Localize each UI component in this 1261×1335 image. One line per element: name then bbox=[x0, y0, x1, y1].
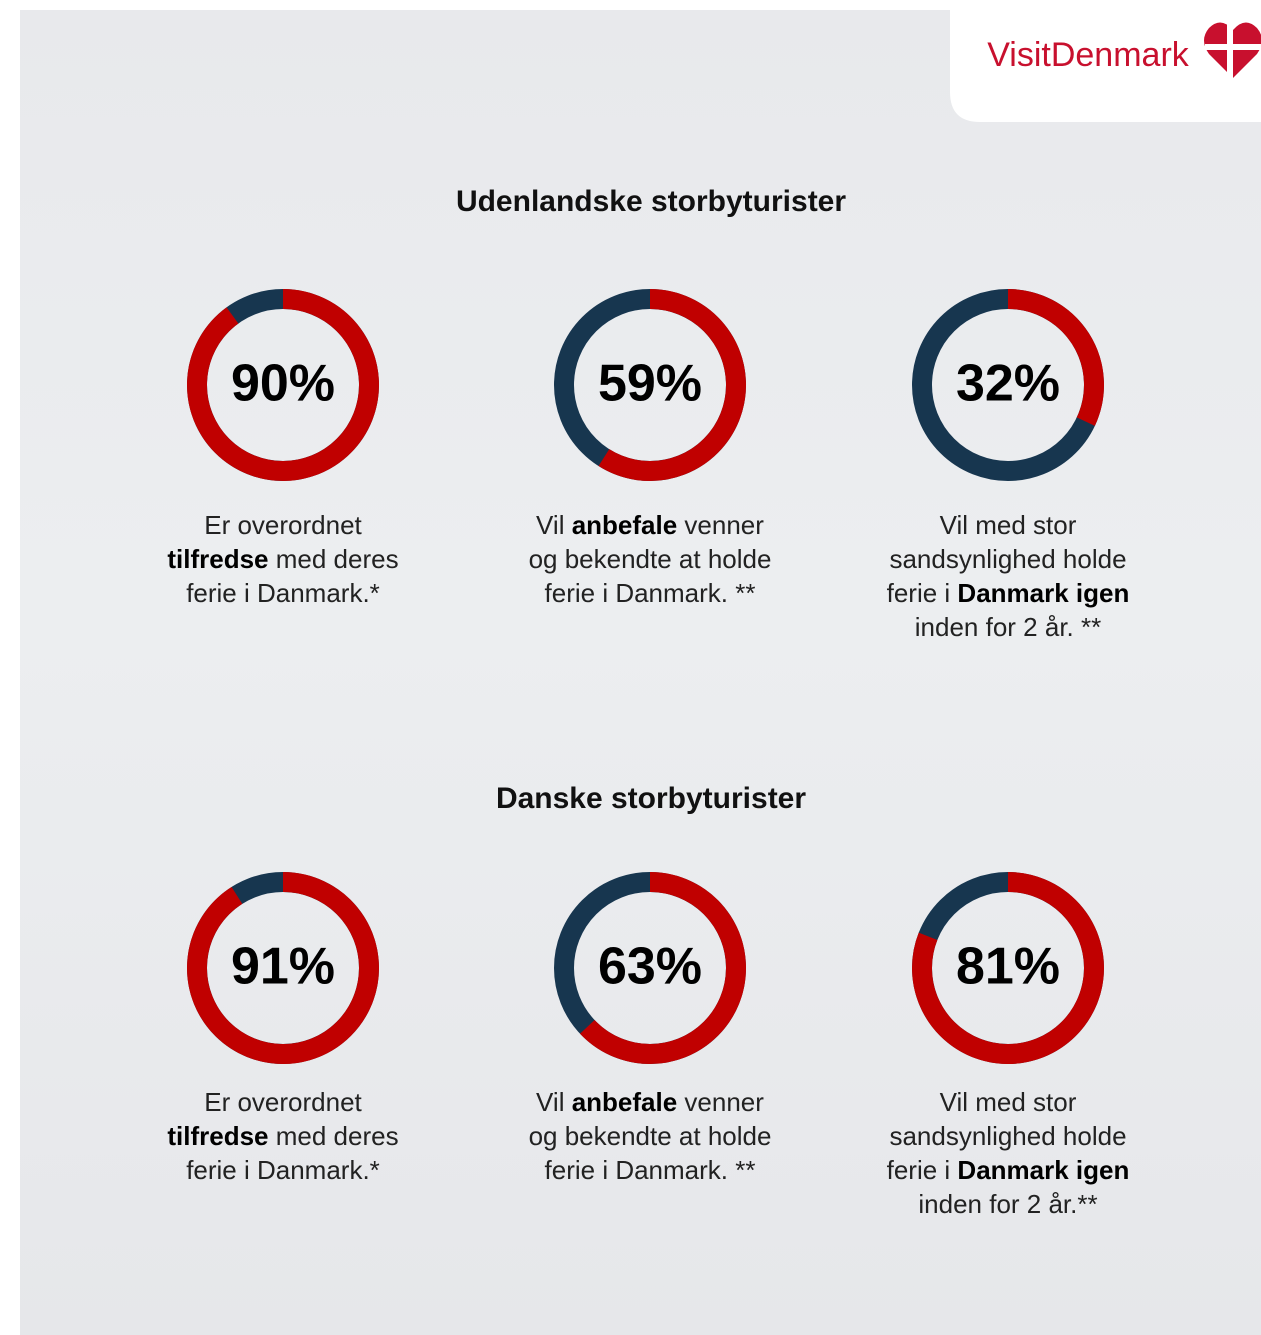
caption: Vil anbefale venner og bekendte at holde… bbox=[520, 508, 780, 610]
caption: Er overordnet tilfredse med deres ferie … bbox=[153, 508, 413, 610]
caption-bold: anbefale bbox=[572, 510, 678, 540]
caption-text: inden for 2 år.** bbox=[918, 1189, 1097, 1219]
section-title: Udenlandske storbyturister bbox=[456, 185, 846, 218]
section-title: Danske storbyturister bbox=[496, 782, 806, 815]
caption: Vil med stor sandsynlighed holde ferie i… bbox=[878, 1085, 1138, 1221]
caption-bold: Danmark igen bbox=[957, 578, 1129, 608]
value-label: 59% bbox=[598, 355, 702, 413]
page: VisitDenmark Udenlandske storbyturister … bbox=[0, 0, 1261, 1335]
caption: Vil med stor sandsynlighed holde ferie i… bbox=[878, 508, 1138, 644]
caption-text: Er overordnet bbox=[204, 510, 362, 540]
caption-text: Er overordnet bbox=[204, 1087, 362, 1117]
caption-bold: anbefale bbox=[572, 1087, 678, 1117]
caption: Er overordnet tilfredse med deres ferie … bbox=[153, 1085, 413, 1187]
caption-text: Vil bbox=[536, 510, 572, 540]
value-label: 63% bbox=[598, 938, 702, 996]
caption: Vil anbefale venner og bekendte at holde… bbox=[520, 1085, 780, 1187]
value-label: 81% bbox=[956, 938, 1060, 996]
value-label: 91% bbox=[231, 938, 335, 996]
caption-bold: tilfredse bbox=[167, 544, 268, 574]
value-label: 90% bbox=[231, 355, 335, 413]
caption-text: Vil bbox=[536, 1087, 572, 1117]
caption-bold: tilfredse bbox=[167, 1121, 268, 1151]
logo-text: VisitDenmark bbox=[987, 36, 1190, 74]
caption-bold: Danmark igen bbox=[957, 1155, 1129, 1185]
value-label: 32% bbox=[956, 355, 1060, 413]
caption-text: inden for 2 år. ** bbox=[915, 612, 1101, 642]
